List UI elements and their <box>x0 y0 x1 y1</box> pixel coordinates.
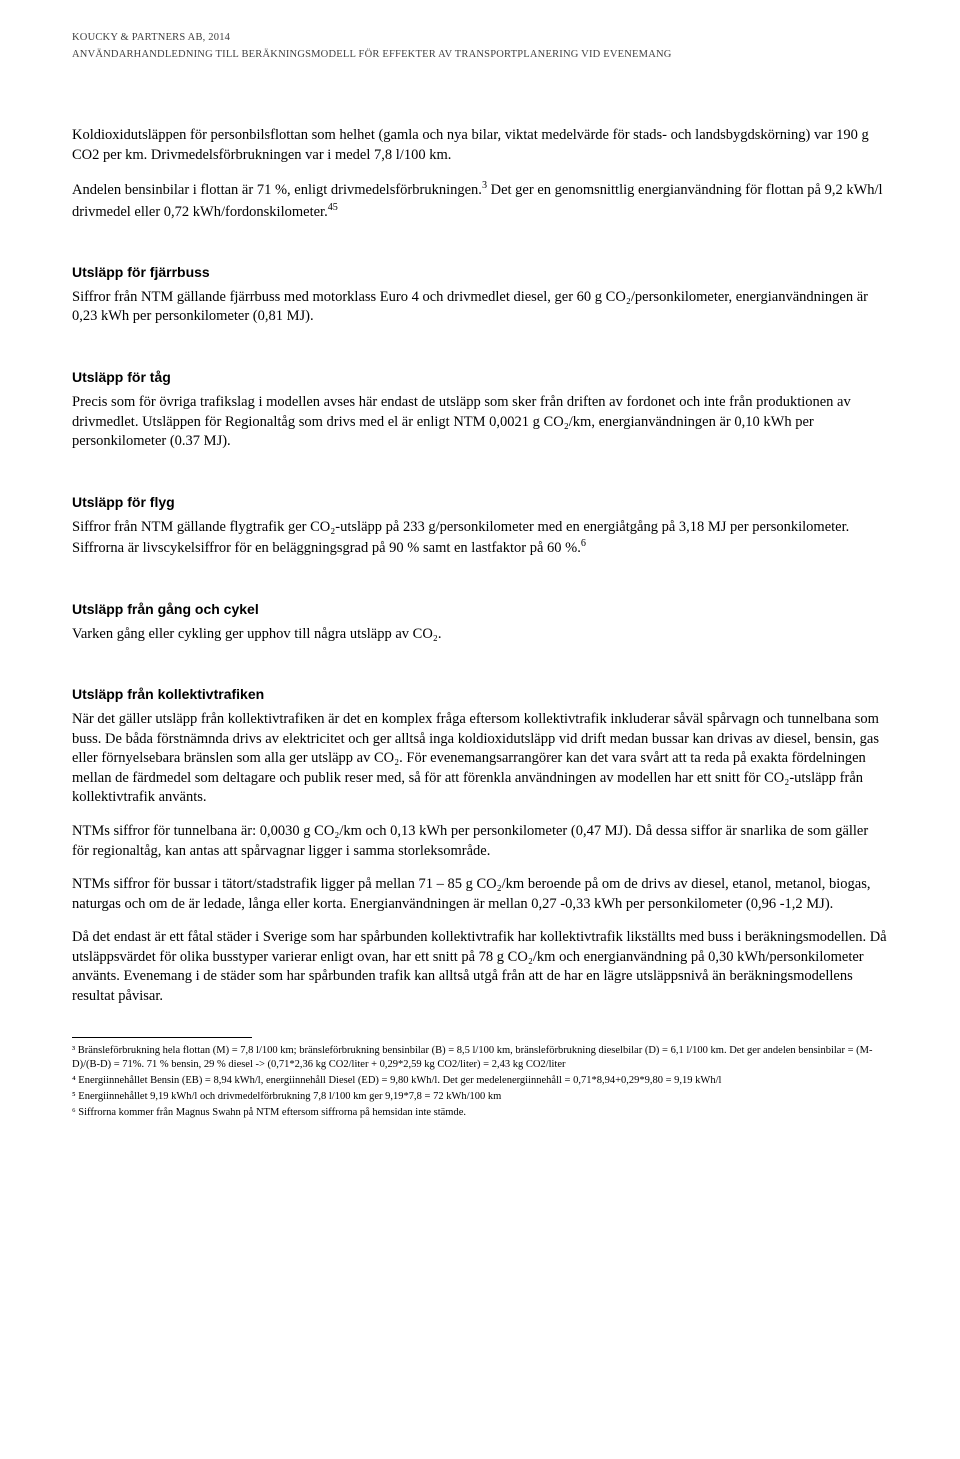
kollektiv-paragraph-4: Då det endast är ett fåtal städer i Sver… <box>72 928 888 1006</box>
footnote-ref-45: 45 <box>328 202 338 213</box>
footnote-4: ⁴ Energiinnehållet Bensin (EB) = 8,94 kW… <box>72 1074 888 1088</box>
spacer <box>72 236 888 264</box>
spacer <box>72 658 888 686</box>
section-title-gangcykel: Utsläpp från gång och cykel <box>72 601 888 617</box>
footnotes-separator <box>72 1037 252 1038</box>
intro-paragraph-1: Koldioxidutsläppen för personbilsflottan… <box>72 126 888 165</box>
spacer <box>72 466 888 494</box>
section-title-kollektiv: Utsläpp från kollektivtrafiken <box>72 686 888 702</box>
fjarrbuss-paragraph: Siffror från NTM gällande fjärrbuss med … <box>72 288 888 327</box>
flyg-paragraph: Siffror från NTM gällande flygtrafik ger… <box>72 518 888 559</box>
gangcykel-paragraph: Varken gång eller cykling ger upphov til… <box>72 625 888 645</box>
header-company-line: KOUCKY & PARTNERS AB, 2014 <box>72 32 888 43</box>
footnote-3: ³ Bränsleförbrukning hela flottan (M) = … <box>72 1044 888 1072</box>
kollektiv-paragraph-3: NTMs siffror för bussar i tätort/stadstr… <box>72 875 888 914</box>
intro-p2-text-a: Andelen bensinbilar i flottan är 71 %, e… <box>72 182 482 198</box>
document-page: KOUCKY & PARTNERS AB, 2014 ANVÄNDARHANDL… <box>0 0 960 1162</box>
kollektiv-paragraph-2: NTMs siffror för tunnelbana är: 0,0030 g… <box>72 822 888 861</box>
flyg-p1-text: Siffror från NTM gällande flygtrafik ger… <box>72 519 849 556</box>
section-title-fjarrbuss: Utsläpp för fjärrbuss <box>72 264 888 280</box>
footnote-ref-6: 6 <box>581 538 586 549</box>
spacer <box>72 573 888 601</box>
section-title-flyg: Utsläpp för flyg <box>72 494 888 510</box>
kollektiv-paragraph-1: När det gäller utsläpp från kollektivtra… <box>72 710 888 808</box>
spacer <box>72 66 888 126</box>
footnote-5: ⁵ Energiinnehållet 9,19 kWh/l och drivme… <box>72 1090 888 1104</box>
spacer <box>72 341 888 369</box>
tag-paragraph: Precis som för övriga trafikslag i model… <box>72 393 888 452</box>
section-title-tag: Utsläpp för tåg <box>72 369 888 385</box>
header-doc-title: ANVÄNDARHANDLEDNING TILL BERÄKNINGSMODEL… <box>72 49 888 60</box>
intro-paragraph-2: Andelen bensinbilar i flottan är 71 %, e… <box>72 179 888 222</box>
footnote-6: ⁶ Siffrorna kommer från Magnus Swahn på … <box>72 1106 888 1120</box>
